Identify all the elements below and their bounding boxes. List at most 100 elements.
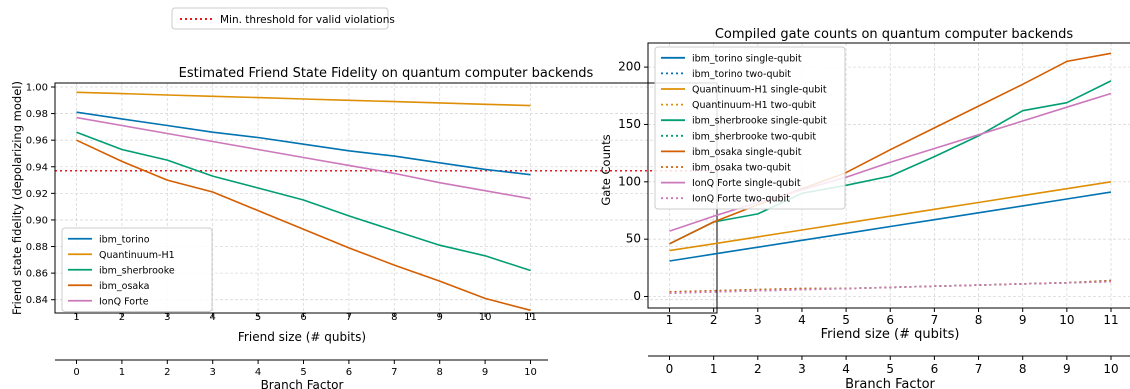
x-tick-label: 8 <box>975 313 983 327</box>
legend-label: ibm_sherbrooke single-qubit <box>692 116 827 127</box>
series-line-ionq-forte <box>76 116 531 200</box>
y-tick-label: 0.84 <box>26 295 48 306</box>
gate-count-legend: ibm_torino single-qubit ibm_torino two-qu… <box>654 46 846 210</box>
x-tick-label: 4 <box>210 312 216 323</box>
legend-frame <box>61 227 213 312</box>
y-tick-label: 50 <box>626 232 641 246</box>
x-tick-label: 9 <box>1019 313 1027 327</box>
x-tick-label: 6 <box>886 313 894 327</box>
legend-label: ibm_torino two-qubit <box>692 69 791 80</box>
branch-tick-label: 6 <box>346 367 352 378</box>
x-tick-label: 8 <box>391 312 397 323</box>
branch-tick-label: 6 <box>931 362 939 376</box>
x-tick-label: 10 <box>479 312 492 323</box>
gate-count-chart-title: Compiled gate counts on quantum computer… <box>715 27 1073 42</box>
series-line-quantinuum-h1 <box>76 91 531 107</box>
branch-tick-label: 7 <box>391 367 397 378</box>
fidelity-branch-label: Branch Factor <box>261 378 344 389</box>
branch-tick-label: 0 <box>666 362 674 376</box>
legend-label: ibm_sherbrooke two-qubit <box>692 131 816 142</box>
x-tick-label: 10 <box>1059 313 1074 327</box>
x-tick-label: 5 <box>255 312 261 323</box>
branch-tick-label: 10 <box>524 367 537 378</box>
branch-tick-label: 8 <box>1019 362 1027 376</box>
y-tick-label: 0.98 <box>26 109 48 120</box>
x-tick-label: 6 <box>300 312 306 323</box>
x-tick-label: 4 <box>798 313 806 327</box>
branch-tick-label: 0 <box>73 367 79 378</box>
gate-count-y-ticks: 0 50 100 150 200 <box>618 60 648 303</box>
branch-tick-label: 1 <box>119 367 125 378</box>
y-tick-label: 200 <box>618 60 641 74</box>
fidelity-x-label: Friend size (# qubits) <box>238 330 366 344</box>
legend-label: Quantinuum-H1 single-qubit <box>692 85 827 96</box>
branch-tick-label: 3 <box>798 362 806 376</box>
series-line-ibm-sherbrooke <box>76 131 531 272</box>
legend-label: IonQ Forte single-qubit <box>692 178 801 189</box>
branch-tick-label: 10 <box>1103 362 1118 376</box>
x-tick-label: 1 <box>666 313 674 327</box>
x-tick-label: 3 <box>754 313 762 327</box>
branch-tick-label: 9 <box>1063 362 1071 376</box>
y-tick-label: 1.00 <box>26 82 48 93</box>
legend-label: ibm_torino single-qubit <box>692 53 802 64</box>
fidelity-y-label: Friend state fidelity (depolarizing mode… <box>10 81 24 315</box>
legend-label: ibm_osaka <box>99 281 149 292</box>
x-tick-label: 3 <box>164 312 170 323</box>
branch-tick-label: 5 <box>300 367 306 378</box>
fidelity-legend: ibm_torino Quantinuum-H1 ibm_sherbrookeibm… <box>61 227 213 312</box>
legend-label: Quantinuum-H1 <box>99 250 175 261</box>
legend-label: IonQ Forte two-qubit <box>692 194 790 205</box>
y-tick-label: 100 <box>618 174 641 188</box>
series-line-ibm-osaka-single-qubit <box>669 52 1112 245</box>
y-tick-label: 150 <box>618 117 641 131</box>
gate-count-branch-label: Branch Factor <box>845 377 935 389</box>
y-tick-label: 0 <box>633 289 641 303</box>
branch-tick-label: 1 <box>710 362 718 376</box>
legend-frame <box>654 46 846 210</box>
branch-tick-label: 8 <box>437 367 443 378</box>
fidelity-chart: Estimated Friend State Fidelity on quant… <box>10 66 718 389</box>
branch-tick-label: 7 <box>975 362 983 376</box>
x-tick-label: 7 <box>346 312 352 323</box>
fidelity-chart-title: Estimated Friend State Fidelity on quant… <box>179 66 594 81</box>
branch-tick-label: 2 <box>754 362 762 376</box>
fidelity-series-layer <box>76 91 531 312</box>
legend-label: Quantinuum-H1 two-qubit <box>692 100 816 111</box>
y-tick-label: 0.94 <box>26 162 48 173</box>
gate-count-x-ticks: 1 2 3 4 5 6 7 8 9 10 11 <box>666 308 1119 327</box>
legend-label: ibm_osaka two-qubit <box>692 163 791 174</box>
series-line-quantinuum-h1-single-qubit <box>669 181 1112 252</box>
series-line-ibm-sherbrooke-single-qubit <box>669 80 1112 245</box>
series-line-ibm-osaka <box>76 139 531 312</box>
figure-legend: Min. threshold for valid violations <box>171 7 395 30</box>
gate-count-branch-ticks: 0 1 2 3 4 5 6 7 8 9 10 <box>666 356 1119 376</box>
gate-count-y-label: Gate Counts <box>599 134 613 205</box>
x-tick-label: 5 <box>842 313 850 327</box>
y-tick-label: 0.88 <box>26 242 48 253</box>
legend-label: IonQ Forte <box>99 296 149 307</box>
branch-tick-label: 4 <box>842 362 850 376</box>
x-tick-label: 2 <box>119 312 125 323</box>
fidelity-branch-ticks: 0 1 2 3 4 5 6 7 8 9 10 <box>73 360 537 378</box>
x-tick-label: 7 <box>931 313 939 327</box>
legend-label: ibm_sherbrooke <box>99 265 175 276</box>
gate-count-chart: Compiled gate counts on quantum computer… <box>599 27 1130 389</box>
threshold-legend-label: Min. threshold for valid violations <box>220 14 395 26</box>
x-tick-label: 1 <box>73 312 79 323</box>
y-tick-label: 0.90 <box>26 215 48 226</box>
x-tick-label: 11 <box>524 312 537 323</box>
branch-tick-label: 2 <box>164 367 170 378</box>
branch-tick-label: 5 <box>886 362 894 376</box>
x-tick-label: 2 <box>710 313 718 327</box>
series-line-ibm-torino-single-qubit <box>669 191 1112 262</box>
series-line-ibm-torino <box>76 111 531 176</box>
figure-legend-frame <box>171 7 389 30</box>
gate-count-x-label: Friend size (# qubits) <box>821 327 960 342</box>
fidelity-y-ticks: 0.84 0.86 0.88 0.90 0.92 0.94 0.96 0.98 1.00 <box>26 82 55 306</box>
y-tick-label: 0.86 <box>26 269 48 280</box>
legend-label: ibm_osaka single-qubit <box>692 147 802 158</box>
branch-tick-label: 3 <box>210 367 216 378</box>
x-tick-label: 11 <box>1103 313 1118 327</box>
